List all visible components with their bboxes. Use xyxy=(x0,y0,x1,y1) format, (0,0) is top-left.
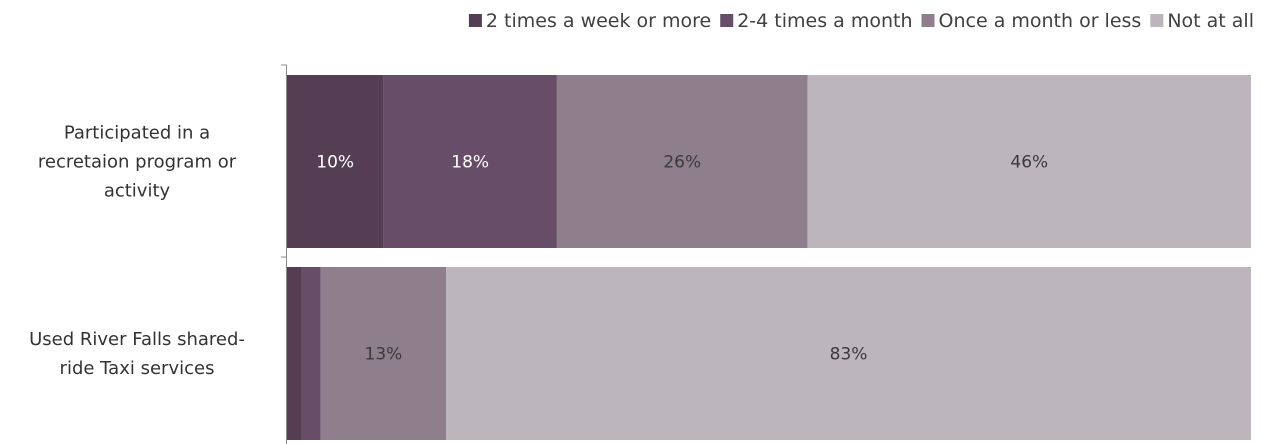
category-label-line: activity xyxy=(104,181,171,202)
legend-swatch xyxy=(720,14,734,27)
category-label-line: Participated in a xyxy=(64,123,210,144)
bars: 10% 18% 26% 46% 13% 83% xyxy=(287,75,1251,440)
legend-swatch xyxy=(921,14,935,27)
data-label: 10% xyxy=(316,153,354,173)
data-label: 83% xyxy=(830,345,868,365)
legend-entry: 2 times a week or more xyxy=(486,10,711,32)
bar-segment xyxy=(287,267,302,440)
legend-swatch xyxy=(468,14,482,27)
legend-entry: Once a month or less xyxy=(939,10,1142,32)
category-label: Participated in a recretaion program or ac… xyxy=(38,123,237,202)
category-label: Used River Falls shared-ride Taxi servic… xyxy=(29,329,245,379)
data-label: 18% xyxy=(451,153,489,173)
category-label-line: ride Taxi services xyxy=(60,358,215,379)
category-axis xyxy=(281,64,287,444)
category-label-line: recretaion program or xyxy=(38,152,237,173)
bar-segment xyxy=(287,75,384,248)
bar-segment xyxy=(320,267,447,440)
bar-segment xyxy=(301,267,321,440)
legend-entry: Not at all xyxy=(1167,10,1254,32)
legend: 2 times a week or more 2-4 times a month O… xyxy=(468,10,1254,32)
legend-entry: 2-4 times a month xyxy=(737,10,912,32)
data-label: 13% xyxy=(365,345,403,365)
bar-segment xyxy=(556,75,808,248)
bar-segment xyxy=(446,267,1251,440)
legend-swatch xyxy=(1150,14,1164,27)
bar-segment xyxy=(383,75,557,248)
data-label: 26% xyxy=(663,153,701,173)
data-label: 46% xyxy=(1010,153,1048,173)
category-label-line: Used River Falls shared- xyxy=(29,329,245,350)
category-labels: Participated in a recretaion program or ac… xyxy=(29,123,245,380)
bar-segment xyxy=(807,75,1251,248)
